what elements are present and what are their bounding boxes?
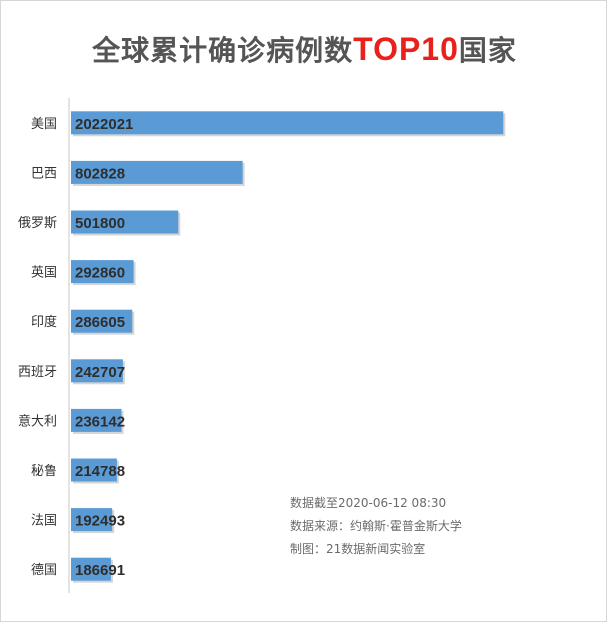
category-label-8: 法国 bbox=[31, 514, 57, 529]
value-label-1: 802828 bbox=[75, 165, 125, 182]
value-label-7: 214788 bbox=[75, 463, 125, 480]
category-label-1: 巴西 bbox=[31, 166, 57, 181]
bar-0 bbox=[71, 111, 504, 135]
category-label-4: 印度 bbox=[31, 314, 57, 330]
title-highlight: TOP10 bbox=[353, 31, 459, 67]
value-label-4: 286605 bbox=[75, 314, 125, 331]
category-label-7: 秘鲁 bbox=[31, 464, 57, 479]
bar-4 bbox=[71, 309, 133, 333]
category-label-9: 德国 bbox=[31, 563, 57, 578]
bar-8 bbox=[71, 508, 113, 532]
title-prefix: 全球累计确诊病例数 bbox=[92, 34, 354, 67]
category-label-5: 西班牙 bbox=[18, 365, 57, 380]
chart-title: 全球累计确诊病例数TOP10国家 bbox=[1, 29, 607, 69]
value-label-5: 242707 bbox=[75, 364, 125, 381]
value-label-3: 292860 bbox=[75, 265, 125, 282]
note-source: 数据来源：约翰斯·霍普金斯大学 bbox=[290, 519, 462, 533]
bar-2 bbox=[71, 210, 179, 234]
bar-1 bbox=[71, 160, 243, 184]
value-label-9: 186691 bbox=[75, 562, 125, 579]
title-suffix: 国家 bbox=[458, 34, 517, 67]
category-label-6: 意大利 bbox=[18, 413, 57, 429]
value-label-2: 501800 bbox=[75, 215, 125, 232]
note-date: 数据截至2020-06-12 08:30 bbox=[290, 496, 447, 510]
value-label-6: 236142 bbox=[75, 413, 125, 430]
value-label-0: 2022021 bbox=[75, 116, 133, 133]
category-label-0: 美国 bbox=[31, 117, 57, 132]
bar-3 bbox=[71, 260, 134, 284]
value-label-8: 192493 bbox=[75, 513, 125, 530]
bar-9 bbox=[71, 557, 111, 581]
bar-7 bbox=[71, 458, 117, 482]
category-label-3: 英国 bbox=[31, 266, 57, 281]
category-label-2: 俄罗斯 bbox=[18, 216, 57, 231]
note-credit: 制图：21数据新闻实验室 bbox=[290, 542, 426, 556]
bar-6 bbox=[71, 408, 122, 432]
bar-5 bbox=[71, 359, 123, 383]
